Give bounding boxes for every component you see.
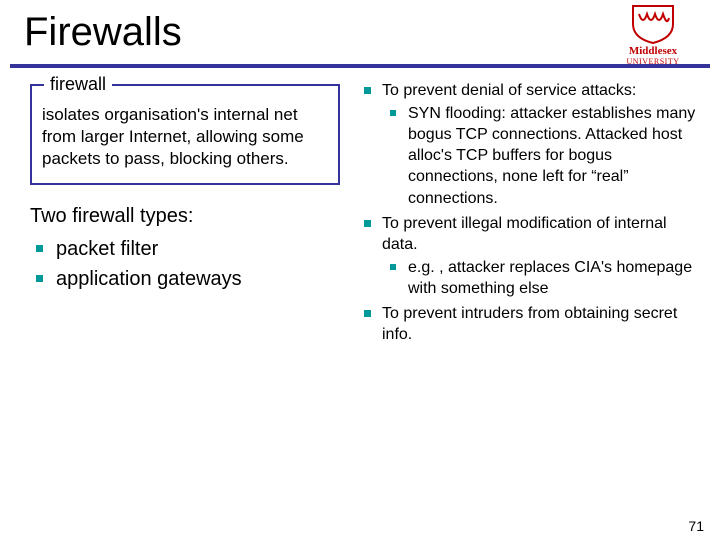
list-item: To prevent denial of service attacks: SY… xyxy=(360,80,700,209)
reasons-list: To prevent denial of service attacks: SY… xyxy=(360,80,700,345)
right-column: To prevent denial of service attacks: SY… xyxy=(360,80,700,349)
university-logo: Middlesex UNIVERSITY xyxy=(598,4,708,66)
point-text: To prevent illegal modification of inter… xyxy=(382,215,667,253)
list-item: To prevent illegal modification of inter… xyxy=(360,213,700,299)
page-number: 71 xyxy=(688,518,704,534)
left-column: firewall isolates organisation's interna… xyxy=(30,84,340,294)
list-item: To prevent intruders from obtaining secr… xyxy=(360,303,700,345)
shield-icon xyxy=(629,4,677,44)
point-text: To prevent denial of service attacks: xyxy=(382,82,636,99)
sub-list: SYN flooding: attacker establishes many … xyxy=(382,103,700,209)
logo-subtitle: UNIVERSITY xyxy=(598,57,708,66)
firewall-body: isolates organisation's internal net fro… xyxy=(42,104,328,169)
list-item: SYN flooding: attacker establishes many … xyxy=(382,103,700,209)
types-heading: Two firewall types: xyxy=(30,205,340,228)
firewall-legend: firewall xyxy=(44,74,112,95)
list-item: application gateways xyxy=(56,264,340,294)
slide-title: Firewalls xyxy=(24,10,182,55)
firewall-definition-box: firewall isolates organisation's interna… xyxy=(30,84,340,185)
sub-list: e.g. , attacker replaces CIA's homepage … xyxy=(382,257,700,299)
list-item: packet filter xyxy=(56,234,340,264)
list-item: e.g. , attacker replaces CIA's homepage … xyxy=(382,257,700,299)
types-list: packet filter application gateways xyxy=(30,234,340,294)
point-text: To prevent intruders from obtaining secr… xyxy=(382,305,677,343)
logo-name: Middlesex xyxy=(598,46,708,57)
